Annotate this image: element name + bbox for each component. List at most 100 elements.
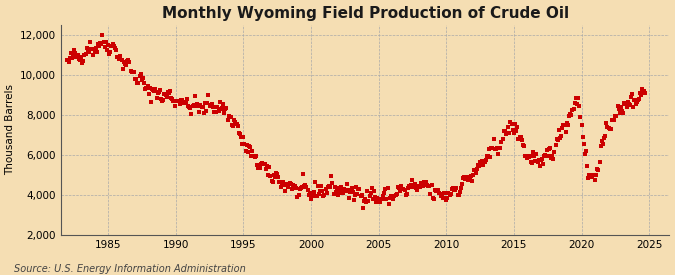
Point <box>306 194 317 199</box>
Point <box>542 154 553 159</box>
Point <box>168 99 179 103</box>
Point <box>76 54 86 59</box>
Point <box>148 88 159 92</box>
Point <box>468 173 479 177</box>
Point <box>367 186 377 190</box>
Point <box>555 136 566 140</box>
Point <box>469 167 480 172</box>
Point <box>200 101 211 105</box>
Point <box>292 195 303 199</box>
Point <box>187 104 198 109</box>
Point <box>624 103 635 107</box>
Point <box>565 112 576 116</box>
Point <box>101 48 112 52</box>
Point <box>298 172 308 177</box>
Point <box>255 165 266 170</box>
Point <box>538 161 549 166</box>
Point <box>200 109 211 114</box>
Point <box>619 101 630 105</box>
Point <box>234 131 245 136</box>
Point <box>209 110 219 114</box>
Point <box>418 180 429 185</box>
Point <box>306 197 317 201</box>
Point <box>217 105 227 110</box>
Point <box>246 153 256 158</box>
Point <box>610 114 621 118</box>
Point <box>381 197 392 202</box>
Point <box>338 187 349 192</box>
Point <box>358 199 369 204</box>
Point <box>309 190 320 194</box>
Point <box>303 193 314 197</box>
Point <box>225 115 236 119</box>
Point <box>495 145 506 150</box>
Point <box>126 70 137 74</box>
Point <box>475 160 485 164</box>
Point <box>609 118 620 122</box>
Point <box>481 153 492 158</box>
Point <box>513 137 524 141</box>
Point <box>485 155 495 159</box>
Point <box>139 80 150 85</box>
Point <box>259 161 270 166</box>
Point <box>94 44 105 48</box>
Point <box>489 147 500 151</box>
Point <box>523 155 534 160</box>
Point <box>459 175 470 180</box>
Point <box>252 163 263 167</box>
Point <box>65 51 76 55</box>
Point <box>356 192 367 197</box>
Point <box>284 181 295 186</box>
Point <box>608 118 618 123</box>
Point <box>636 92 647 97</box>
Point <box>486 146 497 150</box>
Point <box>629 98 640 102</box>
Point <box>74 57 84 61</box>
Point <box>461 175 472 179</box>
Point <box>153 90 163 95</box>
Point <box>204 104 215 109</box>
Point <box>460 177 470 181</box>
Point <box>415 184 426 189</box>
Point <box>637 87 648 92</box>
Point <box>114 57 125 61</box>
Point <box>207 105 218 109</box>
Point <box>118 59 129 64</box>
Point <box>494 145 505 150</box>
Point <box>450 188 460 192</box>
Point <box>304 191 315 195</box>
Point <box>518 144 529 148</box>
Point <box>406 183 416 187</box>
Point <box>589 173 599 177</box>
Point <box>95 41 105 46</box>
Point <box>616 105 626 109</box>
Point <box>590 177 601 182</box>
Point <box>626 95 637 99</box>
Point <box>570 95 581 100</box>
Point <box>294 187 305 192</box>
Point <box>548 157 559 161</box>
Point <box>464 176 475 180</box>
Point <box>424 184 435 189</box>
Point <box>412 184 423 188</box>
Point <box>487 146 498 150</box>
Point <box>537 157 547 161</box>
Point <box>244 144 254 148</box>
Point <box>526 160 537 165</box>
Point <box>521 154 532 159</box>
Point <box>505 120 516 124</box>
Point <box>98 40 109 45</box>
Point <box>186 112 197 116</box>
Point <box>321 190 332 195</box>
Point <box>395 189 406 194</box>
Point <box>508 127 518 132</box>
Point <box>552 138 563 142</box>
Point <box>346 186 357 190</box>
Point <box>108 44 119 48</box>
Point <box>316 184 327 188</box>
Point <box>394 186 404 190</box>
Point <box>583 176 594 180</box>
Point <box>296 185 307 189</box>
Point <box>132 81 143 85</box>
Point <box>522 156 533 161</box>
